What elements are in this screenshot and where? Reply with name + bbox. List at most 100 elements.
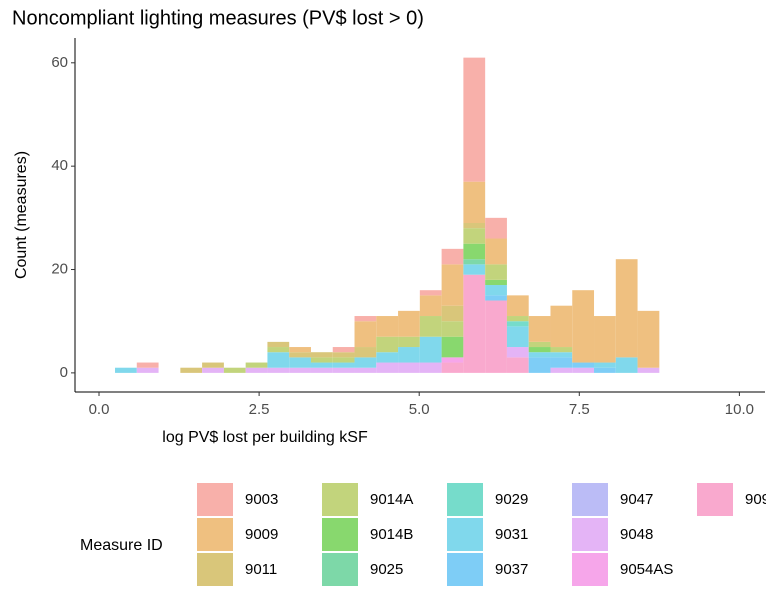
legend-key — [572, 518, 608, 551]
legend-key — [197, 518, 233, 551]
bar-segment — [485, 217, 507, 239]
bar-segment — [223, 367, 246, 373]
x-tick-label: 2.5 — [249, 401, 270, 418]
x-tick-label: 7.5 — [569, 401, 590, 418]
bar-segment — [485, 300, 507, 373]
bar-segment — [485, 279, 507, 286]
bar-segment — [267, 347, 290, 353]
bar-segment — [550, 357, 573, 368]
x-axis-label: log PV$ lost per building kSF — [162, 429, 368, 446]
bar-segment — [463, 57, 486, 182]
bar-segment — [506, 326, 529, 348]
bar-segment — [289, 357, 311, 368]
bar-segment — [310, 352, 333, 358]
y-tick-label: 40 — [51, 157, 68, 174]
x-tick-label: 5.0 — [409, 401, 430, 418]
bar-segment — [572, 362, 595, 368]
bar-segment — [463, 243, 486, 260]
legend-key — [697, 483, 733, 516]
bar-segment — [441, 321, 464, 337]
bar-segment — [332, 347, 355, 353]
bar-segment — [441, 362, 464, 373]
bar-segment — [354, 357, 377, 368]
bar-segment — [398, 310, 420, 337]
bar-segment — [354, 321, 377, 348]
bar-segment — [289, 352, 311, 358]
legend-label: 9054AS — [620, 561, 673, 578]
bar-segment — [441, 357, 464, 363]
bar-segment — [550, 305, 573, 348]
bar-segment — [572, 290, 595, 363]
bar-segment — [202, 362, 224, 368]
legend-key — [572, 483, 608, 516]
bar-segment — [528, 341, 551, 348]
bar-segment — [485, 295, 507, 301]
bar-segment — [463, 274, 486, 373]
legend-key — [572, 553, 608, 586]
bar-segment — [485, 285, 507, 296]
bar-segment — [463, 259, 486, 265]
bar-segment — [594, 367, 616, 373]
bar-segment — [441, 336, 464, 358]
bar-segment — [267, 341, 290, 348]
legend-label: 9011 — [245, 561, 277, 578]
legend-label: 9048 — [620, 526, 653, 543]
bar-segment — [506, 321, 529, 327]
bar-segment — [376, 316, 399, 337]
legend-key — [447, 553, 483, 586]
bar-segment — [398, 362, 420, 373]
chart-title: Noncompliant lighting measures (PV$ lost… — [12, 7, 424, 29]
bar-segment — [136, 362, 159, 368]
bar-segment — [419, 295, 442, 317]
legend-label: 9047 — [620, 491, 653, 508]
bar-segment — [506, 347, 529, 358]
y-tick-label: 60 — [51, 54, 68, 71]
bar-segment — [419, 290, 442, 296]
bar-segment — [463, 181, 486, 224]
bar-segment — [506, 295, 529, 317]
bar-segment — [376, 336, 399, 353]
bar-segment — [550, 367, 573, 373]
legend-label: 9029 — [495, 491, 528, 508]
legend-label: 9014B — [370, 526, 413, 543]
legend-label: 9025 — [370, 561, 403, 578]
bar-segment — [506, 357, 529, 373]
bar-segment — [180, 367, 203, 373]
bar-segment — [528, 357, 551, 373]
legend-label: 9031 — [495, 526, 528, 543]
bar-segment — [419, 362, 442, 373]
bar-segment — [615, 259, 638, 358]
bar-segment — [485, 238, 507, 265]
bar-segment — [332, 367, 355, 373]
legend-key — [197, 553, 233, 586]
bar-segment — [637, 310, 660, 368]
bar-segment — [245, 367, 268, 373]
bar-segment — [419, 336, 442, 363]
legend-key — [447, 483, 483, 516]
bar-segment — [398, 336, 420, 348]
bar-segment — [310, 357, 333, 363]
bar-segment — [354, 316, 377, 322]
bar-segment — [463, 223, 486, 229]
x-tick-label: 10.0 — [725, 401, 754, 418]
bar-segment — [463, 264, 486, 275]
bar-segment — [376, 352, 399, 363]
bar-segment — [354, 367, 377, 373]
legend-title: Measure ID — [80, 537, 163, 554]
legend-label: 9009 — [245, 526, 278, 543]
y-axis-label: Count (measures) — [13, 151, 30, 279]
bar-segment — [528, 316, 551, 342]
bar-segment — [376, 362, 399, 373]
y-tick-label: 20 — [51, 260, 68, 277]
bar-segment — [332, 357, 355, 363]
legend-label: 9003 — [245, 491, 278, 508]
bar-segment — [594, 316, 616, 363]
bar-segment — [441, 248, 464, 265]
bar-segment — [115, 367, 137, 373]
legend-key — [447, 518, 483, 551]
legend-key — [322, 483, 358, 516]
bar-segment — [245, 362, 268, 368]
bar-segment — [310, 362, 333, 368]
bar-segment — [354, 347, 377, 358]
